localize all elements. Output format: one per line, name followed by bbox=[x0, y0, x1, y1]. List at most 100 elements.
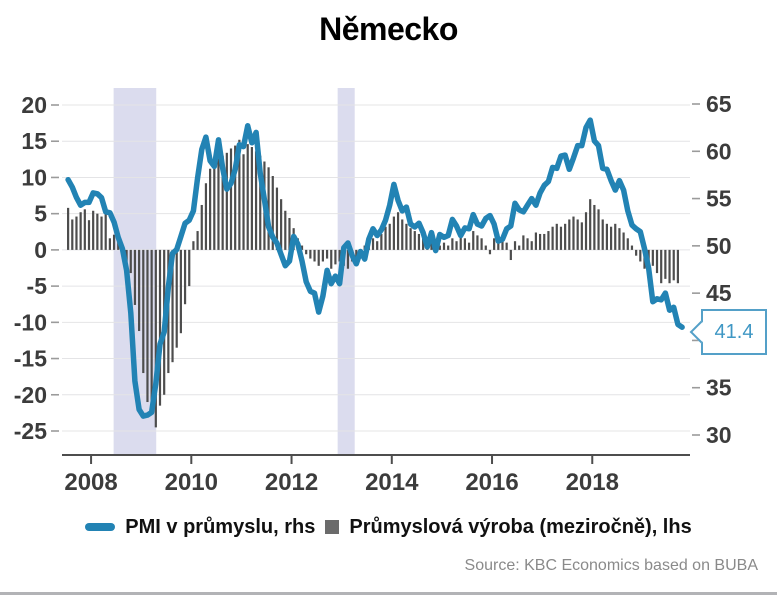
ip-bar bbox=[154, 249, 157, 428]
ip-bar bbox=[305, 249, 308, 255]
ip-bar bbox=[325, 249, 329, 259]
ip-bar bbox=[275, 187, 279, 250]
recession-band bbox=[337, 88, 355, 455]
ip-bar bbox=[672, 249, 675, 281]
ip-bar bbox=[213, 161, 216, 250]
left-axis-label: 20 bbox=[21, 92, 47, 118]
ip-bar bbox=[192, 241, 195, 250]
ip-bar bbox=[133, 249, 137, 305]
ip-bar bbox=[338, 249, 341, 262]
ip-bar bbox=[96, 213, 99, 250]
ip-bar bbox=[584, 212, 588, 250]
ip-bar bbox=[238, 139, 241, 250]
left-axis-label: -15 bbox=[14, 346, 47, 372]
ip-bar bbox=[618, 228, 621, 250]
right-axis-label: 60 bbox=[706, 138, 732, 164]
x-axis-label: 2018 bbox=[566, 469, 619, 496]
left-axis-label: -10 bbox=[14, 309, 47, 335]
ip-bar bbox=[559, 226, 563, 250]
ip-bar bbox=[484, 245, 487, 250]
ip-bar bbox=[380, 233, 383, 250]
ip-bar bbox=[92, 210, 95, 250]
ip-bar bbox=[401, 219, 404, 250]
ip-bar bbox=[346, 249, 350, 269]
ip-bar bbox=[467, 242, 471, 250]
ip-bar bbox=[568, 219, 571, 250]
callout-value: 41.4 bbox=[714, 320, 754, 343]
ip-bar bbox=[138, 249, 141, 332]
ip-bar bbox=[146, 249, 149, 403]
legend-ip-label: Průmyslová výroba (meziročně), lhs bbox=[349, 515, 692, 538]
ip-bar bbox=[104, 211, 107, 250]
ip-bar bbox=[175, 249, 178, 348]
ip-bar bbox=[526, 238, 529, 250]
ip-bar bbox=[413, 231, 416, 250]
ip-bar bbox=[530, 241, 533, 250]
ip-bar bbox=[280, 199, 283, 250]
ip-bar bbox=[217, 158, 220, 250]
x-axis-label: 2008 bbox=[64, 469, 117, 496]
ip-bar bbox=[655, 249, 659, 274]
ip-bar bbox=[664, 249, 667, 279]
ip-bar bbox=[179, 249, 182, 334]
ip-bar bbox=[630, 245, 634, 250]
ip-bar bbox=[455, 241, 458, 250]
ip-bar bbox=[200, 204, 203, 250]
ip-bar bbox=[472, 231, 475, 250]
ip-bar bbox=[129, 249, 132, 274]
legend-ip-bar-swatch bbox=[325, 520, 340, 534]
ip-bar bbox=[417, 233, 421, 250]
ip-bar bbox=[660, 249, 663, 284]
ip-bar bbox=[438, 245, 441, 250]
ip-bar bbox=[534, 232, 537, 250]
ip-bar bbox=[87, 220, 91, 250]
ip-bar bbox=[229, 148, 233, 250]
ip-bar bbox=[509, 249, 512, 261]
ip-bar bbox=[376, 241, 379, 250]
ip-bar bbox=[409, 228, 412, 250]
left-axis-label: -20 bbox=[14, 382, 47, 408]
ip-bar bbox=[614, 223, 617, 250]
ip-bar bbox=[639, 249, 642, 262]
ip-bar bbox=[505, 242, 508, 250]
ip-bar bbox=[609, 226, 613, 250]
left-axis-label: -5 bbox=[27, 273, 48, 299]
ip-bar bbox=[204, 183, 208, 250]
ip-bar bbox=[501, 238, 504, 250]
left-axis-label: 0 bbox=[34, 237, 47, 263]
chart-plot: 20151050-5-10-15-20-25656055504535302008… bbox=[14, 88, 732, 496]
ip-bar bbox=[547, 231, 550, 250]
ip-bar bbox=[459, 233, 462, 250]
ip-bar bbox=[589, 199, 592, 250]
ip-bar bbox=[250, 147, 253, 250]
x-axis-label: 2014 bbox=[365, 469, 419, 496]
ip-bar bbox=[225, 152, 228, 250]
ip-bar bbox=[259, 155, 262, 250]
ip-bar bbox=[196, 231, 199, 250]
ip-bar bbox=[288, 218, 291, 250]
left-axis-label: 5 bbox=[34, 201, 47, 227]
ip-bar bbox=[150, 249, 153, 413]
left-axis-label: 10 bbox=[21, 164, 47, 190]
ip-bar bbox=[396, 212, 400, 250]
ip-bar bbox=[384, 226, 387, 250]
last-value-callout: 41.4 bbox=[689, 309, 767, 355]
ip-bar bbox=[242, 154, 245, 250]
right-axis-label: 30 bbox=[706, 422, 732, 448]
ip-bar bbox=[405, 223, 408, 250]
source-text: Source: KBC Economics based on BUBA bbox=[464, 557, 758, 574]
ip-bar bbox=[442, 242, 446, 250]
ip-bar bbox=[158, 249, 162, 406]
ip-bar bbox=[493, 238, 496, 250]
ip-bar bbox=[676, 249, 679, 284]
ip-bar bbox=[597, 209, 600, 250]
ip-bar bbox=[576, 219, 579, 250]
ip-bar bbox=[668, 249, 671, 284]
ip-bar bbox=[300, 245, 304, 250]
ip-bar bbox=[605, 223, 608, 250]
ip-bar bbox=[309, 249, 312, 259]
ip-bar bbox=[71, 219, 74, 250]
ip-bar bbox=[513, 241, 517, 250]
ip-bar bbox=[246, 144, 249, 250]
